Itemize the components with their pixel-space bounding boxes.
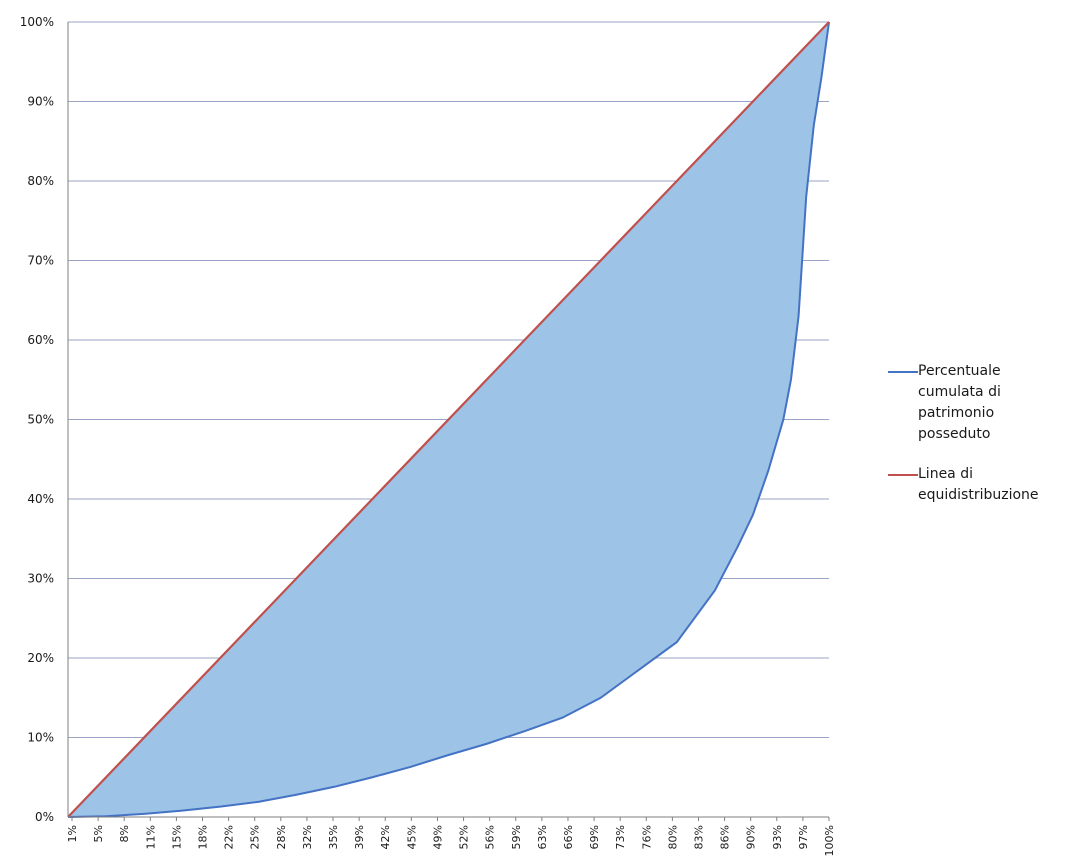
y-tick-label: 0%	[35, 810, 54, 824]
x-tick-label: 5%	[92, 825, 105, 842]
legend-item-lorenz: Percentuale cumulata di patrimonio posse…	[888, 361, 1058, 445]
series-line-equality	[67, 21, 830, 818]
x-tick-label: 32%	[301, 825, 314, 849]
y-axis-ticks: 0% 10% 20% 30% 40% 50% 60% 70% 80% 90% 100%	[20, 15, 54, 824]
x-tick-label: 8%	[118, 825, 131, 842]
y-tick-label: 70%	[27, 254, 54, 268]
y-tick-label: 50%	[27, 413, 54, 427]
legend: Percentuale cumulata di patrimonio posse…	[888, 361, 1058, 525]
x-tick-label: 49%	[431, 825, 444, 849]
x-tick-label: 39%	[353, 825, 366, 849]
y-tick-label: 80%	[27, 174, 54, 188]
x-tick-label: 83%	[692, 825, 705, 849]
x-tick-label: 59%	[510, 825, 523, 849]
legend-swatch-equality	[888, 474, 918, 476]
y-tick-label: 60%	[27, 333, 54, 347]
x-tick-label: 28%	[275, 825, 288, 849]
x-tick-label: 90%	[745, 825, 758, 849]
x-tick-label: 100%	[823, 825, 836, 856]
x-tick-label: 63%	[536, 825, 549, 849]
y-tick-label: 20%	[27, 651, 54, 665]
legend-item-equality: Linea di equidistribuzione	[888, 464, 1058, 506]
x-tick-label: 42%	[379, 825, 392, 849]
x-tick-label: 1%	[66, 825, 79, 842]
x-tick-label: 56%	[484, 825, 497, 849]
x-tick-label: 76%	[640, 825, 653, 849]
x-tick-label: 66%	[562, 825, 575, 849]
x-tick-label: 15%	[170, 825, 183, 849]
x-tick-label: 25%	[249, 825, 262, 849]
y-tick-label: 90%	[27, 95, 54, 109]
y-tick-label: 10%	[27, 731, 54, 745]
series-line-lorenz	[67, 21, 830, 818]
legend-label-equality: Linea di equidistribuzione	[918, 466, 1039, 503]
plot-marks	[67, 21, 830, 818]
x-axis-ticks: 1% 5% 8% 11% 15% 18% 22% 25% 28% 32% 35% 39% 42% 45% 4…	[66, 817, 836, 856]
x-tick-label: 22%	[223, 825, 236, 849]
y-tick-label: 100%	[20, 15, 54, 29]
axes	[67, 22, 829, 818]
x-tick-label: 73%	[614, 825, 627, 849]
x-tick-label: 93%	[771, 825, 784, 849]
x-tick-label: 11%	[144, 825, 157, 849]
x-tick-label: 18%	[197, 825, 210, 849]
x-tick-label: 69%	[588, 825, 601, 849]
legend-swatch-lorenz	[888, 371, 918, 373]
y-tick-label: 40%	[27, 492, 54, 506]
x-tick-label: 52%	[458, 825, 471, 849]
x-tick-label: 86%	[719, 825, 732, 849]
legend-label-lorenz: Percentuale cumulata di patrimonio posse…	[918, 363, 1001, 442]
x-tick-label: 35%	[327, 825, 340, 849]
y-tick-label: 30%	[27, 572, 54, 586]
x-tick-label: 45%	[405, 825, 418, 849]
x-tick-label: 80%	[666, 825, 679, 849]
x-tick-label: 97%	[797, 825, 810, 849]
